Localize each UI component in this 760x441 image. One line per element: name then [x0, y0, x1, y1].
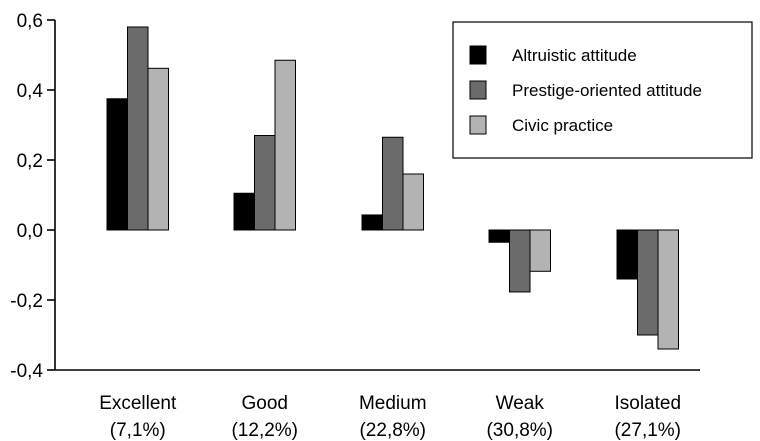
bar-altruistic-attitude-weak: [488, 229, 510, 243]
bar-prestige-oriented-attitude-weak: [509, 229, 531, 293]
y-tick-label: 0,6: [17, 11, 43, 32]
category-share-label: (22,8%): [359, 420, 426, 441]
bar-altruistic-attitude-good: [233, 192, 255, 231]
bar-civic-practice-excellent: [147, 67, 169, 231]
bar-civic-practice-good: [274, 59, 296, 231]
category-label: Medium: [359, 393, 427, 414]
bars: [106, 26, 679, 350]
category-share-label: (27,1%): [614, 420, 681, 441]
x-axis-category-labels: Excellent (7,1%) Good (12,2%) Medium (22,8%) W…: [99, 393, 681, 441]
legend-label: Prestige-oriented attitude: [512, 81, 702, 100]
bar-altruistic-attitude-medium: [361, 214, 383, 231]
bar-civic-practice-weak: [529, 229, 551, 272]
y-tick-label: 0,2: [17, 151, 43, 172]
bar-civic-practice-medium: [402, 173, 424, 231]
legend: Altruistic attitude Prestige-oriented att…: [452, 21, 753, 159]
legend-swatch: [469, 115, 487, 135]
y-tick-label: 0,4: [17, 81, 44, 102]
bar-altruistic-attitude-excellent: [106, 98, 128, 231]
bar-civic-practice-isolated: [657, 229, 679, 350]
category-label: Excellent: [99, 393, 177, 414]
y-tick-label: -0,4: [10, 361, 43, 382]
category-share-label: (7,1%): [110, 420, 166, 441]
legend-label: Altruistic attitude: [512, 46, 637, 65]
y-tick-label: -0,2: [10, 291, 43, 312]
bar-prestige-oriented-attitude-medium: [382, 136, 404, 231]
y-axis-ticks: 0,6 0,4 0,2 0,0 -0,2 -0,4: [10, 11, 55, 382]
bar-prestige-oriented-attitude-excellent: [127, 26, 149, 231]
legend-swatch: [469, 80, 487, 100]
legend-box: [452, 21, 753, 159]
axes: [54, 20, 700, 371]
category-label: Weak: [496, 393, 545, 414]
bar-altruistic-attitude-isolated: [616, 229, 638, 280]
category-share-label: (30,8%): [486, 420, 553, 441]
bar-prestige-oriented-attitude-good: [254, 135, 276, 231]
y-tick-label: 0,0: [17, 221, 43, 242]
legend-swatch: [469, 45, 487, 65]
category-label: Isolated: [614, 393, 681, 414]
legend-label: Civic practice: [512, 116, 613, 135]
bar-prestige-oriented-attitude-isolated: [637, 229, 659, 336]
category-share-label: (12,2%): [231, 420, 298, 441]
category-label: Good: [242, 393, 288, 414]
